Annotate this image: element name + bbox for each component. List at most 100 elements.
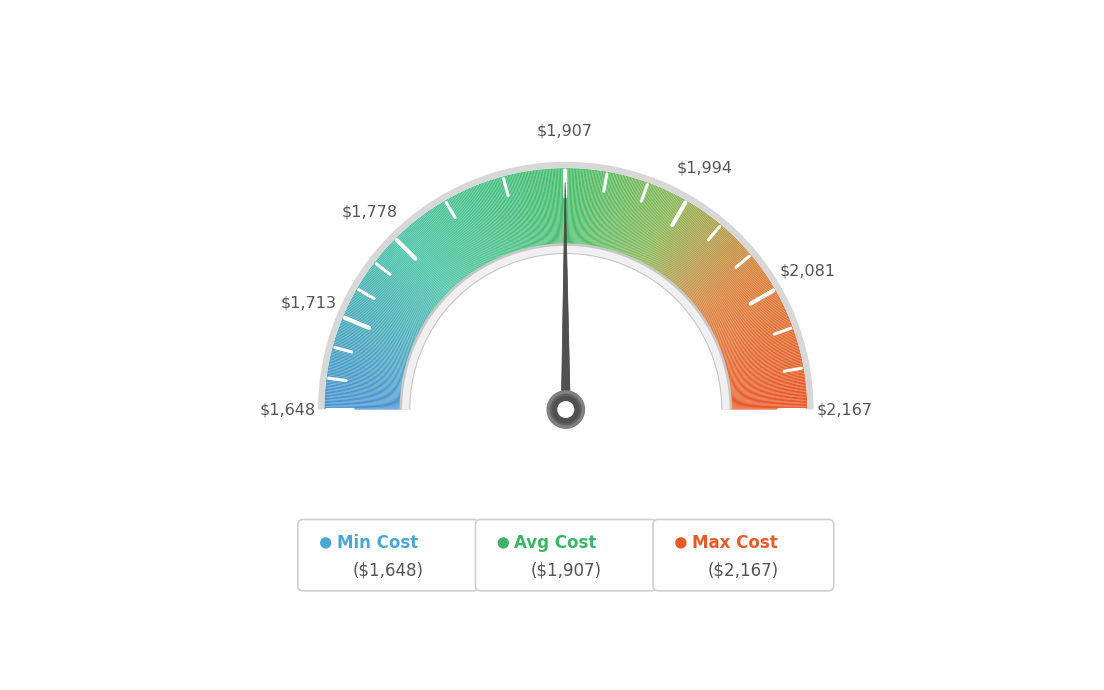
- FancyBboxPatch shape: [298, 520, 478, 591]
- Wedge shape: [325, 408, 401, 410]
- Wedge shape: [332, 346, 406, 368]
- Wedge shape: [434, 206, 477, 272]
- Wedge shape: [327, 371, 403, 384]
- Wedge shape: [712, 300, 782, 335]
- Wedge shape: [730, 382, 806, 392]
- Wedge shape: [516, 173, 533, 248]
- Wedge shape: [728, 367, 804, 382]
- Wedge shape: [608, 177, 630, 250]
- Wedge shape: [723, 339, 797, 362]
- Wedge shape: [362, 279, 427, 322]
- Wedge shape: [380, 255, 439, 304]
- Wedge shape: [426, 212, 471, 275]
- Wedge shape: [709, 289, 776, 328]
- Wedge shape: [337, 332, 410, 357]
- Text: $2,081: $2,081: [779, 264, 836, 279]
- Wedge shape: [715, 309, 786, 342]
- Wedge shape: [414, 221, 464, 282]
- Wedge shape: [731, 406, 807, 408]
- Wedge shape: [498, 177, 521, 251]
- Wedge shape: [710, 292, 777, 330]
- Wedge shape: [731, 404, 807, 406]
- Wedge shape: [604, 175, 623, 249]
- Wedge shape: [645, 198, 683, 266]
- Wedge shape: [724, 342, 798, 364]
- Wedge shape: [470, 187, 501, 258]
- Wedge shape: [612, 177, 635, 252]
- Wedge shape: [328, 364, 404, 380]
- Wedge shape: [412, 222, 461, 283]
- Wedge shape: [355, 289, 423, 328]
- Wedge shape: [326, 377, 403, 389]
- Wedge shape: [594, 172, 608, 247]
- Wedge shape: [713, 302, 783, 337]
- Wedge shape: [326, 382, 402, 392]
- Wedge shape: [511, 174, 530, 249]
- Wedge shape: [652, 204, 694, 270]
- Wedge shape: [725, 346, 799, 368]
- Wedge shape: [668, 219, 716, 281]
- Wedge shape: [383, 251, 442, 302]
- Wedge shape: [413, 221, 463, 282]
- Wedge shape: [379, 255, 438, 305]
- Wedge shape: [375, 259, 437, 308]
- Wedge shape: [608, 176, 629, 250]
- Wedge shape: [385, 248, 444, 299]
- Wedge shape: [668, 221, 718, 282]
- Wedge shape: [656, 207, 699, 272]
- Wedge shape: [513, 173, 531, 248]
- Wedge shape: [369, 269, 432, 315]
- Wedge shape: [651, 204, 692, 269]
- Wedge shape: [731, 408, 807, 410]
- Wedge shape: [340, 324, 412, 352]
- Wedge shape: [714, 306, 784, 339]
- Wedge shape: [658, 209, 701, 273]
- Wedge shape: [725, 349, 800, 370]
- Wedge shape: [432, 208, 475, 273]
- Circle shape: [549, 392, 583, 427]
- Wedge shape: [371, 265, 434, 312]
- Wedge shape: [573, 168, 577, 245]
- Wedge shape: [339, 326, 411, 354]
- Wedge shape: [729, 375, 805, 387]
- Wedge shape: [677, 230, 729, 288]
- Wedge shape: [708, 286, 774, 326]
- Wedge shape: [693, 255, 753, 305]
- Wedge shape: [410, 224, 460, 284]
- Wedge shape: [700, 269, 763, 315]
- Wedge shape: [554, 168, 559, 245]
- Wedge shape: [528, 171, 541, 247]
- Wedge shape: [330, 354, 405, 373]
- Wedge shape: [502, 176, 523, 250]
- Wedge shape: [647, 199, 686, 266]
- Wedge shape: [555, 168, 560, 245]
- Wedge shape: [565, 168, 567, 245]
- Wedge shape: [692, 255, 752, 304]
- Wedge shape: [729, 371, 805, 384]
- Wedge shape: [453, 196, 489, 264]
- Wedge shape: [607, 176, 627, 250]
- Wedge shape: [510, 174, 529, 249]
- Wedge shape: [713, 303, 783, 337]
- Wedge shape: [330, 355, 405, 373]
- Wedge shape: [326, 381, 402, 391]
- Wedge shape: [588, 170, 601, 246]
- Wedge shape: [686, 244, 743, 297]
- Wedge shape: [331, 353, 405, 372]
- Wedge shape: [574, 168, 580, 245]
- Wedge shape: [729, 376, 805, 388]
- Wedge shape: [587, 170, 599, 246]
- Text: Avg Cost: Avg Cost: [514, 534, 596, 552]
- Wedge shape: [711, 295, 779, 332]
- Wedge shape: [530, 170, 542, 246]
- Wedge shape: [400, 233, 453, 290]
- Circle shape: [676, 538, 687, 549]
- Wedge shape: [435, 206, 478, 271]
- Wedge shape: [696, 260, 756, 308]
- Wedge shape: [455, 195, 491, 263]
- Wedge shape: [593, 171, 606, 247]
- Wedge shape: [622, 182, 649, 255]
- Wedge shape: [716, 314, 788, 345]
- Wedge shape: [477, 184, 506, 256]
- Wedge shape: [537, 170, 548, 246]
